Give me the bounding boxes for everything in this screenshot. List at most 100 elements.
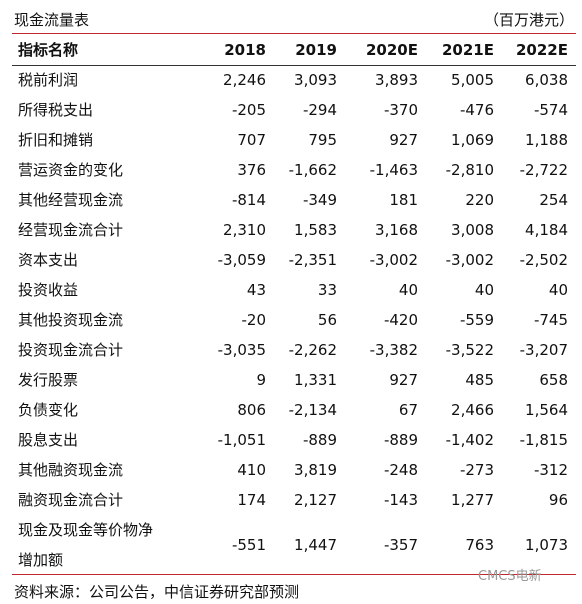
cell-value: 67 [398,401,418,419]
cell-value: -3,207 [519,341,568,359]
cell-value: -889 [383,431,418,449]
cell-value: -1,662 [288,161,337,179]
cell-value: 254 [539,191,568,209]
unit-label: （百万港元） [483,11,574,29]
cell-value: 33 [317,281,337,299]
cell-value: 927 [389,371,418,389]
column-header: 2022E [516,41,568,59]
cell-value: -1,402 [445,431,494,449]
cell-value: 2,466 [451,401,494,419]
cell-value: -1,463 [369,161,418,179]
watermark: CMCS电新 [478,569,542,584]
cell-value: 1,583 [294,221,337,239]
row-label: 负债变化 [18,401,79,419]
cell-value: 9 [256,371,266,389]
cell-value: 56 [317,311,337,329]
column-header: 2021E [442,41,494,59]
cell-value: 96 [548,491,568,509]
row-label: 股息支出 [18,431,79,449]
row-label: 现金及现金等价物净 增加额 [18,521,154,569]
cell-value: -2,262 [288,341,337,359]
bottom-rule [12,574,576,575]
row-label: 其他融资现金流 [18,461,124,479]
table-title: 现金流量表 [14,11,90,29]
cell-value: 3,008 [451,221,494,239]
cell-value: -20 [241,311,267,329]
cell-value: 795 [308,131,337,149]
column-header: 2018 [224,41,266,59]
cell-value: 1,069 [451,131,494,149]
cell-value: -3,382 [369,341,418,359]
cell-value: -420 [383,311,418,329]
cell-value: 2,127 [294,491,337,509]
row-label: 其他投资现金流 [18,311,124,329]
cell-value: -559 [459,311,494,329]
cell-value: -273 [459,461,494,479]
cell-value: 658 [539,371,568,389]
row-label: 经营现金流合计 [18,221,124,239]
row-label: 所得税支出 [18,101,94,119]
cell-value: 4,184 [525,221,568,239]
cell-value: -312 [533,461,568,479]
cell-value: 485 [465,371,494,389]
cell-value: 1,564 [525,401,568,419]
cell-value: 410 [237,461,266,479]
cell-value: -476 [459,101,494,119]
column-header: 2020E [366,41,418,59]
top-rule [12,33,576,34]
cell-value: -357 [383,536,418,554]
cell-value: 806 [237,401,266,419]
column-header: 指标名称 [18,41,79,59]
cell-value: -3,002 [369,251,418,269]
cell-value: 3,819 [294,461,337,479]
cell-value: 3,093 [294,71,337,89]
cell-value: 40 [398,281,418,299]
cell-value: 220 [465,191,494,209]
cell-value: 181 [389,191,418,209]
cell-value: -1,051 [217,431,266,449]
cell-value: -745 [533,311,568,329]
cell-value: -2,722 [519,161,568,179]
cell-value: -2,351 [288,251,337,269]
cell-value: 40 [548,281,568,299]
cell-value: -3,002 [445,251,494,269]
cell-value: -3,522 [445,341,494,359]
cell-value: 174 [237,491,266,509]
cell-value: -248 [383,461,418,479]
cell-value: -2,134 [288,401,337,419]
row-label: 折旧和摊销 [18,131,94,149]
cell-value: -143 [383,491,418,509]
cell-value: -574 [533,101,568,119]
cell-value: 763 [465,536,494,554]
cell-value: -2,810 [445,161,494,179]
cell-value: 376 [237,161,266,179]
cell-value: 2,246 [223,71,266,89]
cell-value: -889 [302,431,337,449]
cell-value: 2,310 [223,221,266,239]
cell-value: -349 [302,191,337,209]
cell-value: 707 [237,131,266,149]
row-label: 发行股票 [18,371,79,389]
row-label: 投资收益 [18,281,79,299]
cell-value: 5,005 [451,71,494,89]
cell-value: 3,168 [375,221,418,239]
cell-value: 43 [246,281,266,299]
cell-value: 1,277 [451,491,494,509]
cell-value: 1,073 [525,536,568,554]
cell-value: -814 [231,191,266,209]
cell-value: 40 [474,281,494,299]
row-label: 投资现金流合计 [18,341,124,359]
header-rule [12,65,576,66]
cell-value: 1,331 [294,371,337,389]
cell-value: 927 [389,131,418,149]
row-label: 资本支出 [18,251,79,269]
cell-value: 1,447 [294,536,337,554]
cell-value: -1,815 [519,431,568,449]
cell-value: -551 [231,536,266,554]
cell-value: -2,502 [519,251,568,269]
column-header: 2019 [295,41,337,59]
cell-value: -3,059 [217,251,266,269]
cell-value: 1,188 [525,131,568,149]
cell-value: 3,893 [375,71,418,89]
